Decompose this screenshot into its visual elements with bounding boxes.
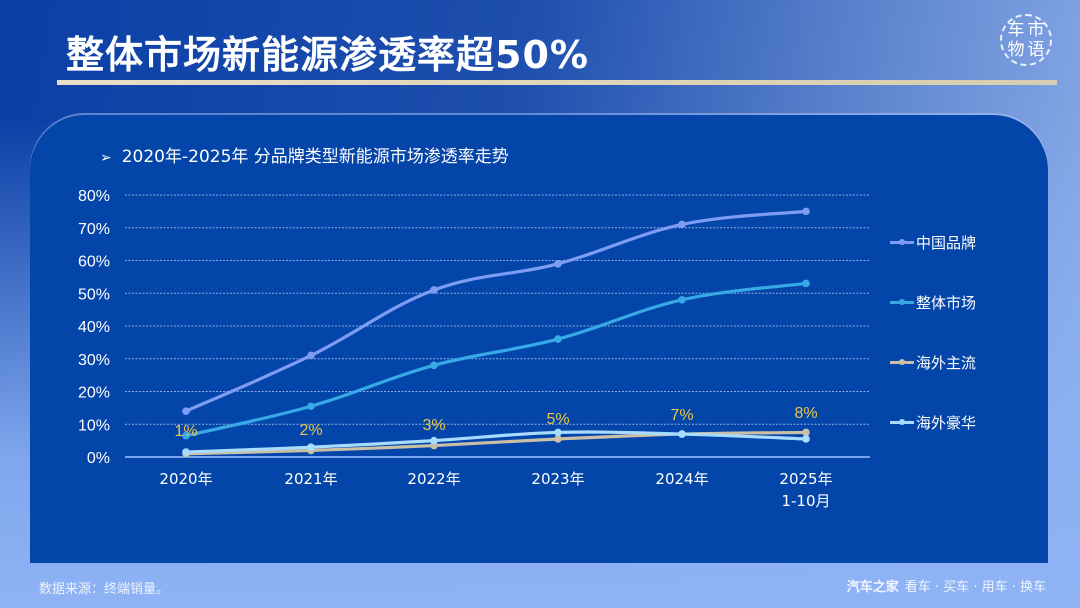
data-point xyxy=(678,220,686,229)
y-tick-label: 40% xyxy=(78,319,110,336)
legend-swatch-icon xyxy=(890,239,914,245)
x-tick-label: 2020年 xyxy=(159,470,212,488)
footer-brand: 汽车之家 看车 · 买车 · 用车 · 换车 xyxy=(847,576,1046,595)
data-label: 1% xyxy=(174,423,197,440)
logo-char: 车 xyxy=(1007,20,1025,40)
chart-panel xyxy=(30,115,1048,563)
legend-item: 海外主流 xyxy=(890,352,976,373)
data-point xyxy=(182,448,190,456)
series-3 xyxy=(182,428,810,456)
data-point xyxy=(430,436,438,445)
arrow-icon: ➢ xyxy=(100,150,112,166)
data-point xyxy=(678,430,686,438)
series-line xyxy=(184,430,808,454)
y-tick-label: 50% xyxy=(78,286,110,303)
x-tick-label: 2025年 xyxy=(779,470,832,488)
y-tick-label: 60% xyxy=(78,254,110,271)
legend-swatch-icon xyxy=(890,359,914,365)
series-2 xyxy=(182,428,810,458)
data-point xyxy=(307,402,315,411)
x-tick-label: 2021年 xyxy=(284,470,337,488)
logo-char: 市 xyxy=(1027,20,1045,40)
y-tick-label: 70% xyxy=(78,221,110,238)
y-tick-label: 20% xyxy=(78,385,110,402)
legend-item: 海外豪华 xyxy=(890,412,976,433)
data-point xyxy=(182,407,190,415)
legend-label: 海外主流 xyxy=(916,354,977,372)
brand-name: 汽车之家 xyxy=(846,580,899,595)
data-label: 3% xyxy=(422,417,445,434)
chart-subtitle: ➢ 2020年-2025年 分品牌类型新能源市场渗透率走势 xyxy=(100,142,509,167)
data-point xyxy=(430,361,438,370)
chart-subtitle-text: 2020年-2025年 分品牌类型新能源市场渗透率走势 xyxy=(121,147,509,167)
x-tick-label: 2024年 xyxy=(655,470,708,488)
data-point xyxy=(678,296,686,304)
data-point xyxy=(182,431,190,440)
title-divider xyxy=(57,80,1057,85)
x-tick-label: 2022年 xyxy=(407,470,460,488)
data-point xyxy=(802,435,810,443)
y-tick-label: 80% xyxy=(78,188,110,205)
series-1 xyxy=(182,279,810,440)
x-tick-label: 2023年 xyxy=(531,470,584,488)
series-line xyxy=(184,281,808,438)
legend-item: 中国品牌 xyxy=(890,232,976,253)
data-point xyxy=(554,335,562,343)
legend-swatch-icon xyxy=(890,419,914,425)
data-source-note: 数据来源：终端销量。 xyxy=(39,582,170,597)
logo-char: 语 xyxy=(1027,40,1045,60)
data-label: 2% xyxy=(299,422,322,439)
logo-char: 物 xyxy=(1007,40,1025,60)
legend-label: 海外豪华 xyxy=(916,414,977,432)
data-label: 7% xyxy=(670,407,693,424)
series-line xyxy=(184,209,808,413)
data-point xyxy=(430,286,438,294)
y-tick-label: 30% xyxy=(78,352,110,369)
legend-item: 整体市场 xyxy=(890,292,976,313)
data-point xyxy=(307,443,315,451)
data-point xyxy=(554,259,562,268)
data-point xyxy=(554,428,562,437)
legend-swatch-icon xyxy=(890,299,914,305)
x-tick-label: 1-10月 xyxy=(781,492,830,510)
y-tick-label: 10% xyxy=(78,417,110,434)
logo: 车市物语 xyxy=(1000,14,1052,66)
data-point xyxy=(554,435,562,443)
legend-label: 整体市场 xyxy=(916,294,977,312)
series-0 xyxy=(182,207,810,415)
data-point xyxy=(802,428,810,437)
data-point xyxy=(802,279,810,288)
legend-label: 中国品牌 xyxy=(916,234,977,252)
data-label: 8% xyxy=(794,405,817,422)
page-title: 整体市场新能源渗透率超50% xyxy=(66,33,589,77)
brand-slogan: 看车 · 买车 · 用车 · 换车 xyxy=(904,580,1046,595)
data-point xyxy=(307,351,315,360)
y-tick-label: 0% xyxy=(87,450,110,467)
data-label: 5% xyxy=(546,411,569,428)
data-point xyxy=(802,207,810,216)
